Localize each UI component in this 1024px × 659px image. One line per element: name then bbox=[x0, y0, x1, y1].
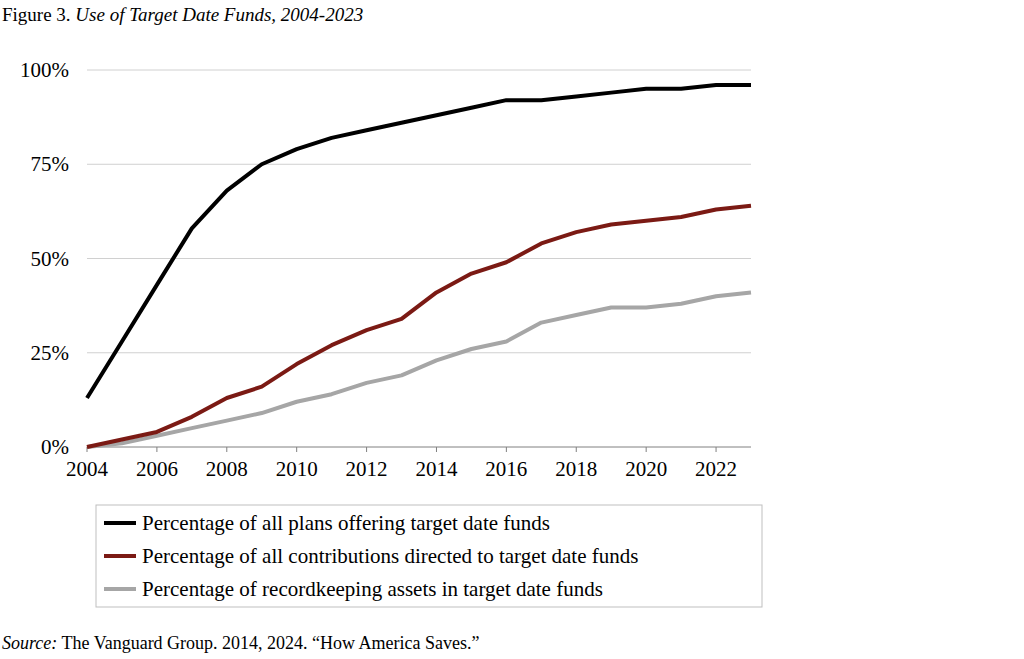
source-text: The Vanguard Group. 2014, 2024. “How Ame… bbox=[57, 633, 479, 653]
x-tick bbox=[366, 447, 367, 452]
source-label: Source: bbox=[2, 633, 57, 653]
x-tick-label: 2004 bbox=[66, 457, 109, 481]
title-text: Use of Target Date Funds, 2004-2023 bbox=[75, 4, 363, 25]
series-line bbox=[87, 85, 751, 398]
y-tick-label: 100% bbox=[20, 58, 69, 82]
title-label: Figure 3. bbox=[2, 4, 75, 25]
source: Source: The Vanguard Group. 2014, 2024. … bbox=[2, 633, 480, 653]
x-tick-label: 2018 bbox=[555, 457, 597, 481]
title: Figure 3. Use of Target Date Funds, 2004… bbox=[2, 4, 363, 25]
y-tick-label: 0% bbox=[41, 435, 69, 459]
legend-swatch bbox=[104, 554, 136, 558]
x-tick-label: 2012 bbox=[346, 457, 388, 481]
legend: Percentage of all plans offering target … bbox=[96, 505, 762, 607]
legend-label: Percentage of all plans offering target … bbox=[142, 511, 550, 535]
plot-area bbox=[87, 85, 751, 447]
y-tick-label: 25% bbox=[31, 341, 70, 365]
x-tick-label: 2008 bbox=[206, 457, 248, 481]
x-tick-label: 2016 bbox=[485, 457, 527, 481]
y-tick-label: 75% bbox=[31, 152, 70, 176]
x-tick bbox=[156, 447, 157, 452]
grid-line bbox=[87, 70, 751, 71]
x-axis-line bbox=[87, 447, 751, 448]
x-tick bbox=[576, 447, 577, 452]
legend-label: Percentage of all contributions directed… bbox=[142, 544, 638, 568]
grid-line bbox=[87, 164, 751, 165]
grid-line bbox=[87, 258, 751, 259]
x-tick bbox=[506, 447, 507, 452]
x-tick bbox=[716, 447, 717, 452]
legend-swatch bbox=[104, 521, 136, 525]
legend-label: Percentage of recordkeeping assets in ta… bbox=[142, 577, 603, 601]
x-tick bbox=[646, 447, 647, 452]
x-tick-label: 2010 bbox=[276, 457, 318, 481]
x-tick-label: 2022 bbox=[695, 457, 737, 481]
series-line bbox=[87, 206, 751, 447]
legend-box bbox=[96, 505, 762, 607]
x-tick bbox=[436, 447, 437, 452]
legend-swatch bbox=[104, 587, 136, 591]
x-tick bbox=[226, 447, 227, 452]
grid-line bbox=[87, 352, 751, 353]
series-line bbox=[87, 292, 751, 447]
x-tick bbox=[296, 447, 297, 452]
chart: Figure 3. Use of Target Date Funds, 2004… bbox=[0, 0, 1024, 659]
x-tick-label: 2014 bbox=[415, 457, 458, 481]
x-tick-label: 2006 bbox=[136, 457, 178, 481]
y-tick-label: 50% bbox=[31, 247, 70, 271]
x-tick-label: 2020 bbox=[625, 457, 667, 481]
